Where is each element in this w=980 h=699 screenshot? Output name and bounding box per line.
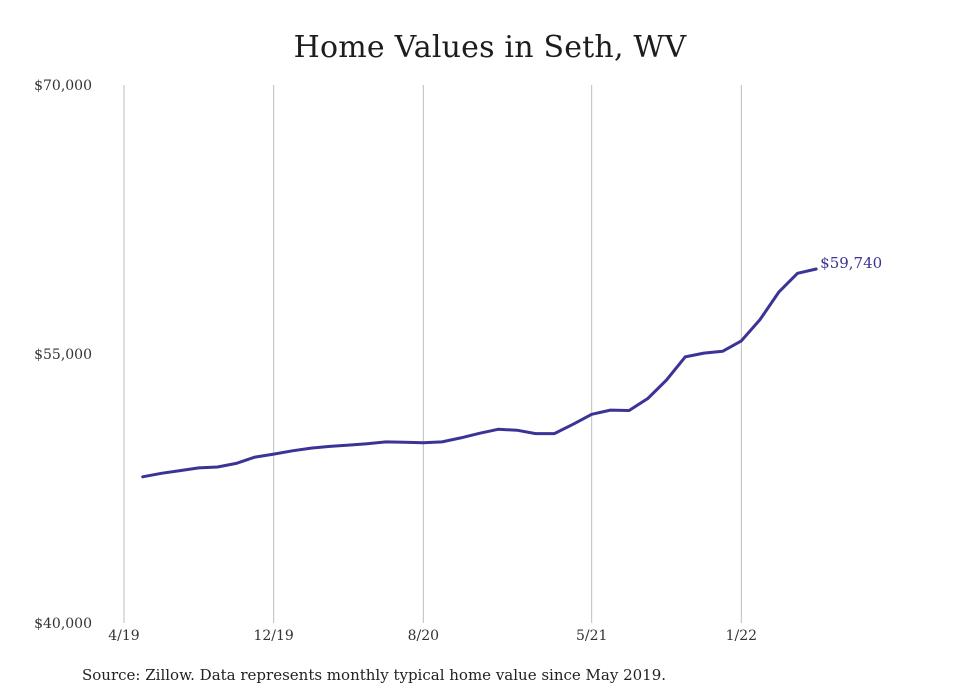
y-tick-label: $70,000: [34, 78, 92, 94]
x-axis-ticks: 4/19 12/19 8/20 5/21 1/22: [108, 628, 757, 644]
series-line: [141, 267, 818, 479]
y-axis-ticks: $40,000 $55,000 $70,000: [34, 78, 92, 632]
gridlines: [123, 85, 742, 623]
x-tick-label: 8/20: [408, 628, 439, 644]
x-tick-label: 1/22: [726, 628, 757, 644]
chart-title: Home Values in Seth, WV: [293, 30, 687, 65]
x-tick-label: 5/21: [576, 628, 607, 644]
source-note: Source: Zillow. Data represents monthly …: [82, 666, 667, 684]
end-value-label: $59,740: [820, 254, 882, 272]
x-tick-label: 4/19: [108, 628, 139, 644]
series: $59,740: [141, 254, 882, 479]
y-tick-label: $40,000: [34, 616, 92, 632]
y-tick-label: $55,000: [34, 347, 92, 363]
x-tick-label: 12/19: [253, 628, 293, 644]
